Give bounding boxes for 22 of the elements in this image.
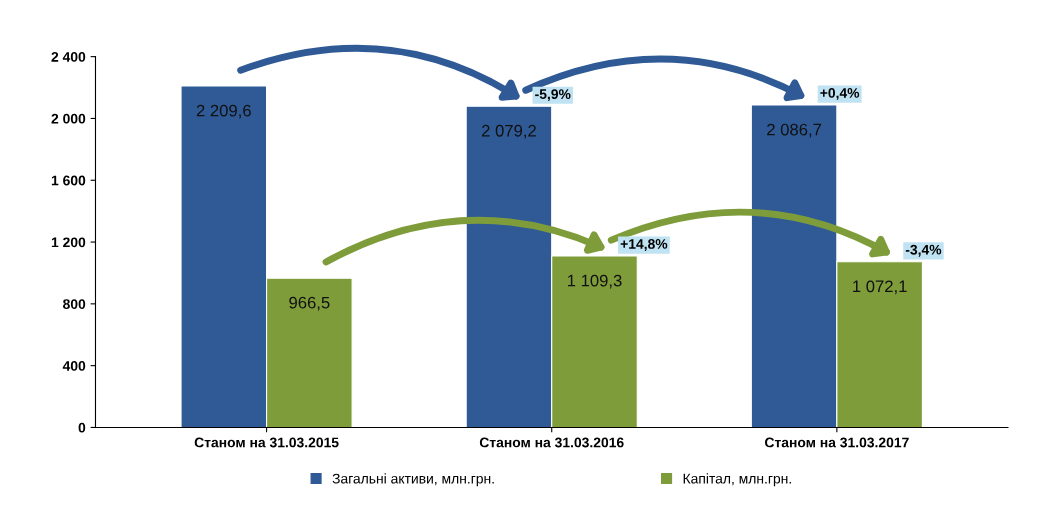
legend-label: Загальні активи, млн.грн.: [332, 473, 494, 487]
x-tick-label: Станом на 31.03.2015: [194, 437, 339, 448]
y-tick-label: 800: [63, 299, 86, 310]
data-label: 2 209,6: [196, 104, 251, 119]
annotation: +0,4%: [820, 88, 860, 100]
data-label: 1 109,3: [567, 274, 622, 289]
y-tick-label: 0: [78, 422, 86, 433]
y-tick-label: 400: [62, 360, 86, 371]
y-tick-label: 2 000: [51, 113, 86, 124]
y-tick-label: 1 200: [51, 237, 86, 248]
legend-label: Капітал, млн.грн.: [683, 473, 791, 487]
annotation: -3,4%: [905, 244, 942, 257]
x-tick-label: Станом на 31.03.2016: [479, 437, 624, 448]
data-label: 2 086,7: [767, 123, 822, 138]
data-label: 1 072,1: [853, 280, 907, 295]
x-tick-label: Станом на 31.03.2017: [765, 437, 909, 448]
y-tick-label: 1 600: [51, 175, 86, 186]
y-tick-label: 2 400: [51, 51, 86, 62]
data-label: 2 079,2: [481, 124, 536, 139]
annotation: +14,8%: [620, 239, 668, 251]
data-label: 966,5: [289, 296, 330, 311]
annotation: -5,9%: [535, 89, 571, 102]
